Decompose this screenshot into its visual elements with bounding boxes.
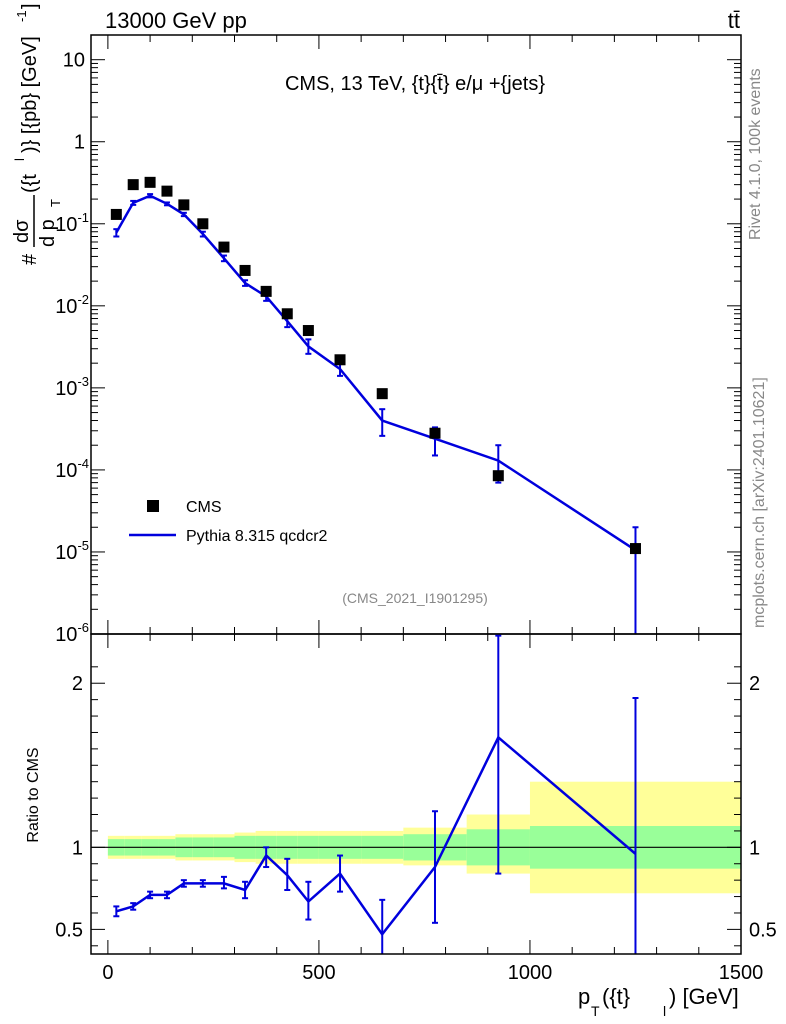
main-marks	[110, 176, 641, 634]
cms-data-point	[218, 241, 230, 253]
main-title: CMS, 13 TeV, {t}{t̄} e/μ +{jets}	[285, 73, 545, 95]
ylabel-bar: l	[12, 158, 27, 161]
ratio-y-axis: 0.5 0.5 1 1 2 2	[55, 666, 777, 947]
cms-data-point	[178, 199, 190, 211]
ylabel-sub-t: T	[48, 199, 63, 207]
x-tick-label: 0	[102, 962, 113, 984]
cms-data-point	[127, 179, 139, 191]
y-tick-label: 10-5	[55, 538, 89, 564]
cms-data-point	[302, 325, 314, 337]
ratio-y-tick-label-right: 1	[749, 837, 760, 859]
cms-data-point	[281, 308, 293, 320]
header-left: 13000 GeV pp	[105, 8, 247, 33]
x-axis: 0 500 1000 1500	[102, 634, 763, 984]
cms-data-point	[629, 543, 641, 555]
ratio-y-tick-label: 2	[72, 673, 83, 695]
ratio-y-tick-label: 1	[72, 837, 83, 859]
ylabel-inner: ({t	[19, 174, 41, 193]
cms-data-point	[110, 208, 122, 220]
ylabel-sup: -1	[14, 10, 29, 22]
ylabel-frac-top: dσ	[11, 219, 33, 243]
ylabel-hash: #	[19, 253, 41, 265]
xlabel: p T ({t} l ) [GeV]	[578, 984, 739, 1019]
cms-data-point	[376, 388, 388, 400]
rivet-label: Rivet 4.1.0, 100k events	[747, 68, 764, 240]
y-tick-label: 10	[63, 50, 85, 72]
ylabel-close: ]	[19, 3, 41, 9]
x-tick-label: 1500	[719, 962, 764, 984]
ratio-marks	[113, 634, 639, 954]
ratio-y-tick-label-right: 0.5	[749, 919, 777, 941]
legend-mc-label: Pythia 8.315 qcdcr2	[186, 528, 328, 545]
y-tick-label: 10-2	[55, 292, 89, 318]
ratio-bands	[91, 781, 741, 894]
cms-data-point	[197, 218, 209, 230]
mcplots-label: mcplots.cern.ch [arXiv:2401.10621]	[751, 377, 768, 628]
x-tick-label: 500	[302, 962, 335, 984]
cms-data-point	[260, 285, 272, 297]
main-ylabel: # dσ d p T ({t l )} [{pb} [GeV] -1 ]	[11, 3, 63, 265]
y-tick-label: 10-1	[55, 210, 89, 236]
x-tick-label: 1000	[508, 962, 553, 984]
xlabel-sub-l: l	[663, 1003, 666, 1019]
y-tick-label: 10-6	[55, 620, 89, 646]
y-tick-label: 10-3	[55, 374, 89, 400]
ratio-y-tick-label-right: 2	[749, 673, 760, 695]
legend-cms-marker	[147, 500, 159, 512]
ylabel-tail: )} [{pb} [GeV]	[19, 36, 41, 153]
cms-data-point	[334, 354, 346, 366]
ratio-line	[115, 735, 637, 937]
ylabel-frac-bottom: d p	[37, 219, 59, 247]
cms-data-point	[492, 470, 504, 482]
main-panel: 10 1 10-1 10-2 10-3 10-4 10-5 10-6 CMS, 13 TeV,…	[11, 3, 742, 646]
header-right: tt̄	[728, 8, 740, 33]
y-tick-label: 10-4	[55, 456, 89, 482]
xlabel-tail: ) [GeV]	[669, 984, 739, 1009]
ratio-panel: 0.5 0.5 1 1 2 2 0 500 1000 1500 Ratio to CMS p T…	[25, 633, 777, 1019]
cms-data-point	[144, 176, 156, 188]
xlabel-mid: ({t}	[602, 984, 630, 1009]
xlabel-p: p	[578, 984, 590, 1009]
legend: CMS Pythia 8.315 qcdcr2	[129, 499, 328, 545]
ratio-ylabel: Ratio to CMS	[25, 747, 42, 842]
mc-line	[115, 194, 637, 552]
main-y-axis: 10 1 10-1 10-2 10-3 10-4 10-5 10-6	[55, 34, 742, 646]
watermark: (CMS_2021_I1901295)	[342, 590, 488, 606]
legend-cms-label: CMS	[186, 499, 222, 516]
cms-data-point	[161, 185, 173, 197]
cms-data-point	[429, 427, 441, 439]
ratio-y-tick-label: 0.5	[55, 919, 83, 941]
svg-text:#: #	[19, 253, 41, 265]
xlabel-sub-t: T	[591, 1003, 600, 1019]
y-tick-label: 1	[74, 132, 85, 154]
ratio-frame	[90, 633, 742, 955]
cms-data-point	[239, 264, 251, 276]
